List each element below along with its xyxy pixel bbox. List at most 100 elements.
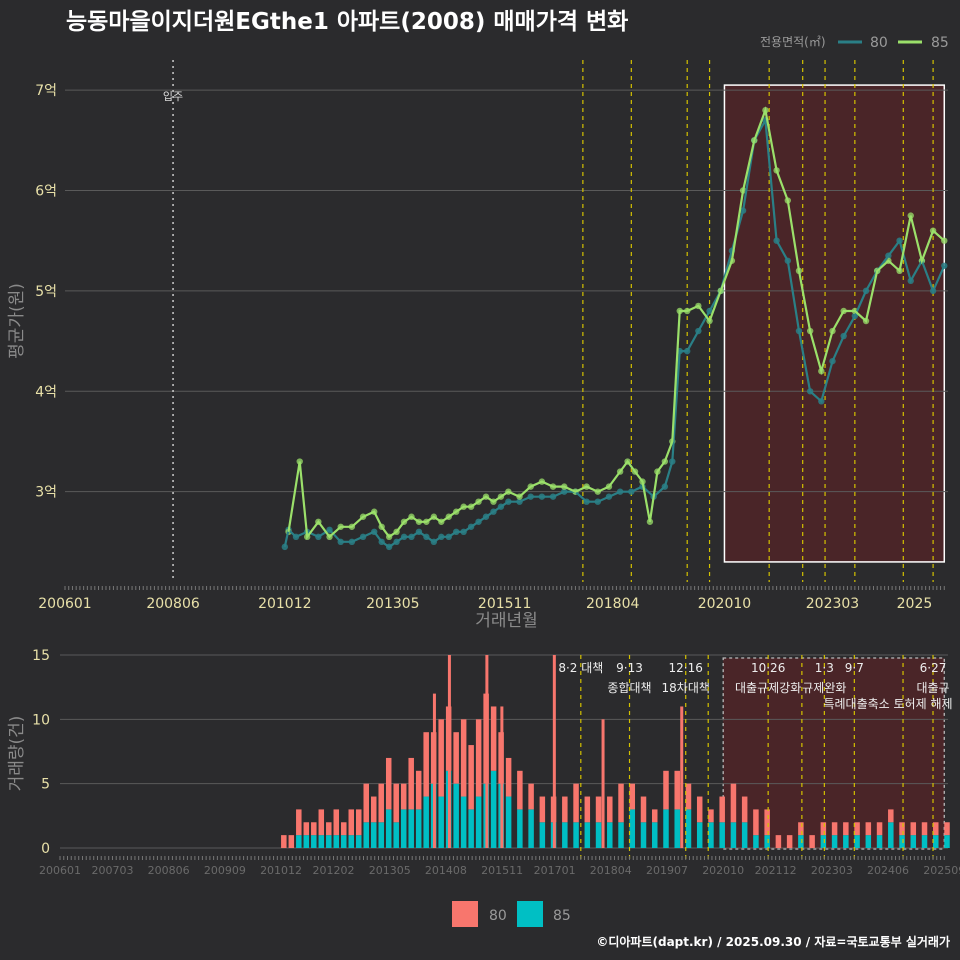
bar-80	[798, 822, 804, 836]
y-tick-label: 4억	[35, 384, 57, 400]
volume-x-tick-label: 200806	[148, 864, 190, 877]
bar-85	[333, 835, 340, 848]
legend-label-80: 80	[870, 35, 888, 51]
legend-label-85: 85	[931, 35, 949, 51]
bar-85	[741, 822, 748, 848]
bar-85	[303, 835, 310, 848]
volume-x-tick-label: 202112	[755, 864, 797, 877]
bar-80	[584, 796, 591, 823]
bar-80	[423, 732, 429, 797]
bar-85	[468, 809, 474, 848]
volume-legend: 80 85	[452, 901, 571, 927]
x-axis-title: 거래년월	[475, 611, 538, 631]
bar-80	[910, 822, 917, 836]
bar-80	[809, 835, 815, 848]
bar-85	[899, 835, 905, 848]
bar-80	[385, 757, 392, 810]
bar-80	[281, 835, 287, 848]
legend-bar-swatch-85	[517, 901, 543, 927]
bar-80	[719, 796, 725, 823]
bar-80	[528, 783, 534, 810]
bar-85	[378, 822, 384, 848]
chart-title: 능동마을이지더원EGthe1 아파트(2008) 매매가격 변화	[66, 9, 628, 35]
bar-85	[517, 809, 523, 848]
bar-80	[786, 835, 793, 848]
bar-peak	[680, 706, 684, 848]
bar-80	[764, 809, 770, 836]
bar-85	[618, 822, 624, 848]
bar-80	[831, 822, 838, 836]
bar-80	[696, 796, 703, 823]
bar-80	[730, 783, 737, 823]
bar-85	[865, 835, 872, 848]
policy-label: 9·13	[616, 661, 643, 675]
bar-80	[333, 809, 340, 836]
volume-highlight-region	[722, 657, 945, 850]
volume-x-tick-label: 201202	[313, 864, 355, 877]
volume-x-tick-label: 202010	[702, 864, 744, 877]
bar-85	[944, 835, 950, 848]
bar-80	[475, 719, 482, 797]
bar-80	[741, 796, 748, 823]
y-tick-label: 5억	[35, 284, 57, 300]
bar-80	[652, 809, 658, 823]
bar-85	[539, 822, 546, 848]
x-tick-label: 200806	[146, 596, 200, 612]
bar-85	[674, 809, 680, 848]
policy-extra-label: 특례대출축소 토허제 해제	[823, 697, 952, 711]
policy-label: 1·3	[815, 661, 834, 675]
bar-80	[775, 835, 782, 848]
bar-85	[820, 835, 827, 848]
bar-85	[888, 822, 894, 848]
bar-85	[385, 809, 392, 848]
x-tick-label: 201305	[366, 596, 419, 612]
bar-80	[490, 706, 497, 771]
bar-80	[944, 822, 950, 836]
bar-80	[318, 809, 325, 836]
volume-x-tick-label: 201305	[369, 864, 411, 877]
bar-80	[854, 822, 860, 836]
policy-label-2: 종합대책	[607, 680, 651, 695]
bar-85	[370, 822, 377, 848]
bar-80	[363, 783, 369, 823]
bar-85	[505, 796, 512, 848]
volume-x-tick-label: 201408	[425, 864, 467, 877]
bar-80	[393, 783, 399, 823]
bar-80	[753, 809, 759, 836]
bar-85	[921, 835, 928, 848]
bar-85	[460, 796, 467, 848]
volume-y-axis-title: 거래량(건)	[7, 716, 27, 792]
bar-80	[311, 822, 317, 836]
bar-80	[888, 809, 894, 823]
x-tick-label: 200601	[38, 596, 91, 612]
bar-85	[415, 809, 422, 848]
bar-85	[798, 835, 804, 848]
bar-80	[453, 732, 459, 784]
bar-80	[288, 835, 295, 848]
bar-85	[528, 809, 534, 848]
bar-85	[876, 835, 883, 848]
bar-80	[326, 822, 332, 836]
bar-80	[607, 796, 613, 823]
series-line-80	[283, 116, 946, 549]
bar-85	[663, 809, 669, 848]
policy-label-2: 대출규	[916, 681, 949, 695]
volume-x-tick-label: 202303	[811, 864, 853, 877]
bar-80	[408, 757, 414, 810]
policy-label-2: 대출규제강화	[735, 681, 801, 695]
volume-y-tick-label: 5	[41, 777, 50, 793]
bar-85	[348, 835, 355, 848]
policy-label: 10·26	[751, 661, 785, 675]
bar-85	[400, 809, 407, 848]
bar-80	[341, 822, 347, 836]
x-tick-label: 201012	[258, 596, 311, 612]
y-axis-title: 평균가(원)	[7, 283, 27, 359]
bar-85	[341, 835, 347, 848]
bar-85	[475, 796, 482, 848]
bar-80	[517, 770, 523, 810]
x-tick-label: 201804	[586, 596, 640, 612]
bar-85	[854, 835, 860, 848]
volume-x-tick-label: 200601	[39, 864, 81, 877]
price-legend: 전용면적(㎡) 80 85	[760, 35, 949, 51]
bar-80	[356, 809, 362, 836]
